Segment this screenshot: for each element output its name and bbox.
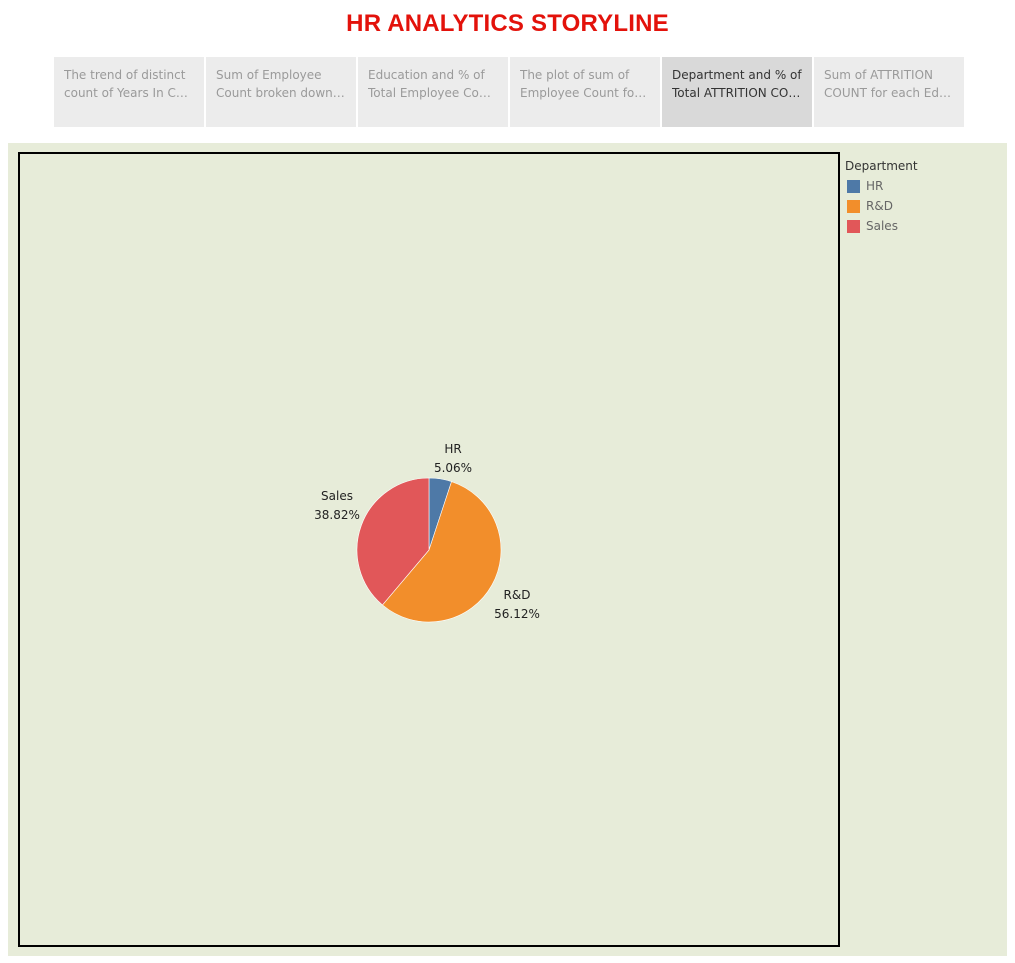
story-point-line: Sum of Employee [216,68,322,82]
story-panel: HR 5.06% R&D 56.12% Sales 38.82% Department H… [8,143,1007,956]
story-point-line: Count broken down b.. [216,86,346,100]
slice-percent-label: 56.12% [494,607,540,621]
slice-label: HR 5.06% [434,442,472,475]
slice-percent-label: 38.82% [314,508,360,522]
story-point-2[interactable]: Sum of Employee Count broken down b.. [206,57,356,127]
slice-percent-label: 5.06% [434,461,472,475]
story-point-1[interactable]: The trend of distinct count of Years In … [54,57,204,127]
story-point-5[interactable]: Department and % of Total ATTRITION COU.… [662,57,812,127]
slice-label: Sales 38.82% [314,489,360,522]
legend-swatch [847,179,860,193]
story-point-3[interactable]: Education and % of Total Employee Count.… [358,57,508,127]
story-point-line: COUNT for each Educ.. [824,86,954,100]
legend-title: Department [845,159,918,173]
story-point-4[interactable]: The plot of sum of Employee Count for A.… [510,57,660,127]
slice-category-label: HR [444,442,461,456]
story-navigator: The trend of distinct count of Years In … [54,57,964,127]
story-point-line: The trend of distinct [64,68,186,82]
viz-frame: HR 5.06% R&D 56.12% Sales 38.82% [18,152,840,947]
slice-category-label: R&D [504,588,531,602]
legend-swatch [847,199,860,213]
legend-swatch [847,219,860,233]
story-point-6[interactable]: Sum of ATTRITION COUNT for each Educ.. [814,57,964,127]
story-point-line: Education and % of [368,68,485,82]
story-title: HR ANALYTICS STORYLINE [346,10,669,37]
story-point-line: count of Years In Curr.. [64,86,194,100]
story-point-line: The plot of sum of [520,68,630,82]
story-point-line: Sum of ATTRITION [824,68,934,82]
legend-item-hr[interactable]: HR [845,176,995,196]
story-point-line: Total Employee Count.. [368,86,498,100]
pie-chart: HR 5.06% R&D 56.12% Sales 38.82% [314,442,540,623]
story-point-line: Department and % of [672,68,802,82]
legend: Department HR R&D Sales [845,159,995,236]
legend-label: R&D [866,199,893,213]
legend-label: HR [866,179,884,193]
slice-label: R&D 56.12% [494,588,540,621]
legend-item-sales[interactable]: Sales [845,216,995,236]
legend-item-rd[interactable]: R&D [845,196,995,216]
pie-slice-sales[interactable] [356,477,430,606]
slice-category-label: Sales [321,489,353,503]
legend-label: Sales [866,219,898,233]
story-point-line: Employee Count for A.. [520,86,650,100]
pie-slice-rd[interactable] [382,481,502,623]
story-point-line: Total ATTRITION COU.. [672,86,802,100]
